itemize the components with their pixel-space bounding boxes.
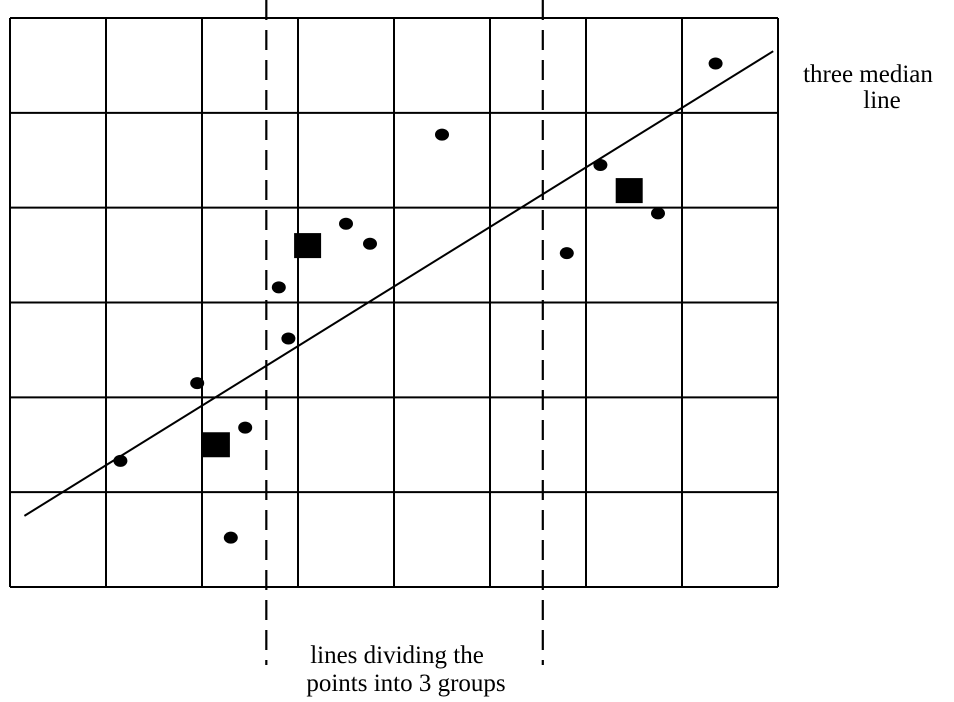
data-point <box>271 281 286 294</box>
group-median-marker <box>202 432 230 458</box>
data-point <box>708 57 723 70</box>
grid <box>9 17 779 588</box>
data-point <box>339 217 353 230</box>
group-median-marker <box>294 233 322 259</box>
group-dividers <box>265 0 544 665</box>
data-points <box>113 57 723 544</box>
data-point <box>113 454 128 467</box>
divider-label-line-1: lines dividing the <box>310 642 484 669</box>
three-median-line <box>23 50 774 517</box>
data-point <box>651 207 665 220</box>
data-point <box>559 247 574 260</box>
median-markers <box>202 178 643 458</box>
data-point <box>190 377 205 390</box>
median-line-label-line-1: three median <box>803 61 933 88</box>
data-point <box>593 158 608 171</box>
data-point <box>435 128 449 141</box>
data-point <box>281 332 296 345</box>
median-line-label-line-2: line <box>863 87 901 114</box>
data-point <box>223 531 238 544</box>
group-median-marker <box>615 178 643 204</box>
data-point <box>363 237 377 250</box>
divider-label-line-2: points into 3 groups <box>306 670 505 697</box>
data-point <box>238 421 253 434</box>
median-line-layer <box>23 50 774 517</box>
